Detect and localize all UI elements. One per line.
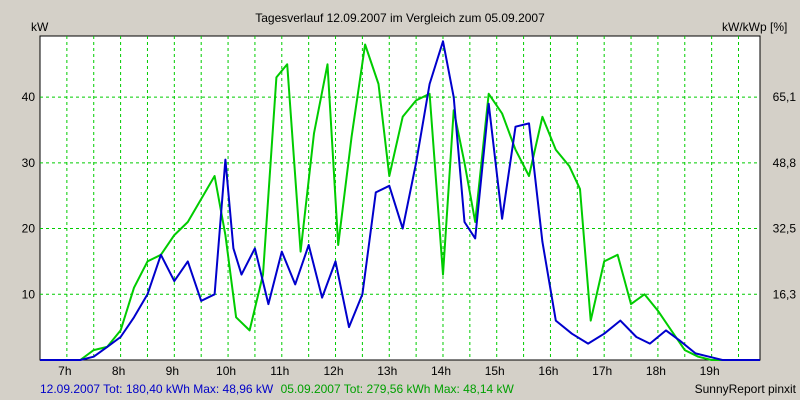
series-lines — [40, 40, 760, 361]
x-tick-label: 8h — [112, 364, 125, 378]
y-axis-label-left: kW — [31, 20, 49, 34]
x-tick-label: 12h — [324, 364, 344, 378]
x-tick-label: 11h — [270, 364, 289, 378]
y-tick-label-left: 10 — [22, 287, 36, 301]
credit-text: SunnyReport pinxit — [695, 382, 797, 396]
axis-ticks: 7h 8h 9h 10h 11h 12h 13h 14h 15h 16h 17h 18h 19h 10 20… — [22, 90, 797, 378]
grid — [40, 36, 760, 360]
x-tick-label: 19h — [700, 364, 720, 378]
x-tick-label: 18h — [646, 364, 666, 378]
legend-summary-series-2: 05.09.2007 Tot: 279,56 kWh Max: 48,14 kW — [281, 382, 515, 396]
x-tick-label: 7h — [58, 364, 71, 378]
y-tick-label-right: 65,1 — [773, 90, 797, 104]
chart-title: Tagesverlauf 12.09.2007 im Vergleich zum… — [255, 11, 545, 25]
y-tick-label-right: 32,5 — [773, 222, 797, 236]
y-tick-label-left: 40 — [22, 90, 36, 104]
x-tick-label: 13h — [377, 364, 397, 378]
x-tick-label: 10h — [216, 364, 236, 378]
y-tick-label-right: 48,8 — [773, 156, 797, 170]
x-tick-label: 14h — [431, 364, 451, 378]
x-tick-label: 16h — [538, 364, 558, 378]
legend-summary-series-1: 12.09.2007 Tot: 180,40 kWh Max: 48,96 kW — [40, 382, 274, 396]
y-axis-label-right: kW/kWp [%] — [722, 20, 787, 34]
y-tick-label-left: 30 — [22, 156, 36, 170]
x-tick-label: 9h — [166, 364, 179, 378]
series-line-12-09-2007 — [40, 40, 760, 361]
y-tick-label-right: 16,3 — [773, 287, 797, 301]
x-tick-label: 15h — [485, 364, 505, 378]
series-line-05-09-2007 — [40, 43, 760, 361]
legend-summary: 12.09.2007 Tot: 180,40 kWh Max: 48,96 kW… — [40, 382, 515, 396]
plot-area — [39, 35, 761, 361]
x-tick-label: 17h — [592, 364, 612, 378]
y-tick-label-left: 20 — [22, 222, 36, 236]
